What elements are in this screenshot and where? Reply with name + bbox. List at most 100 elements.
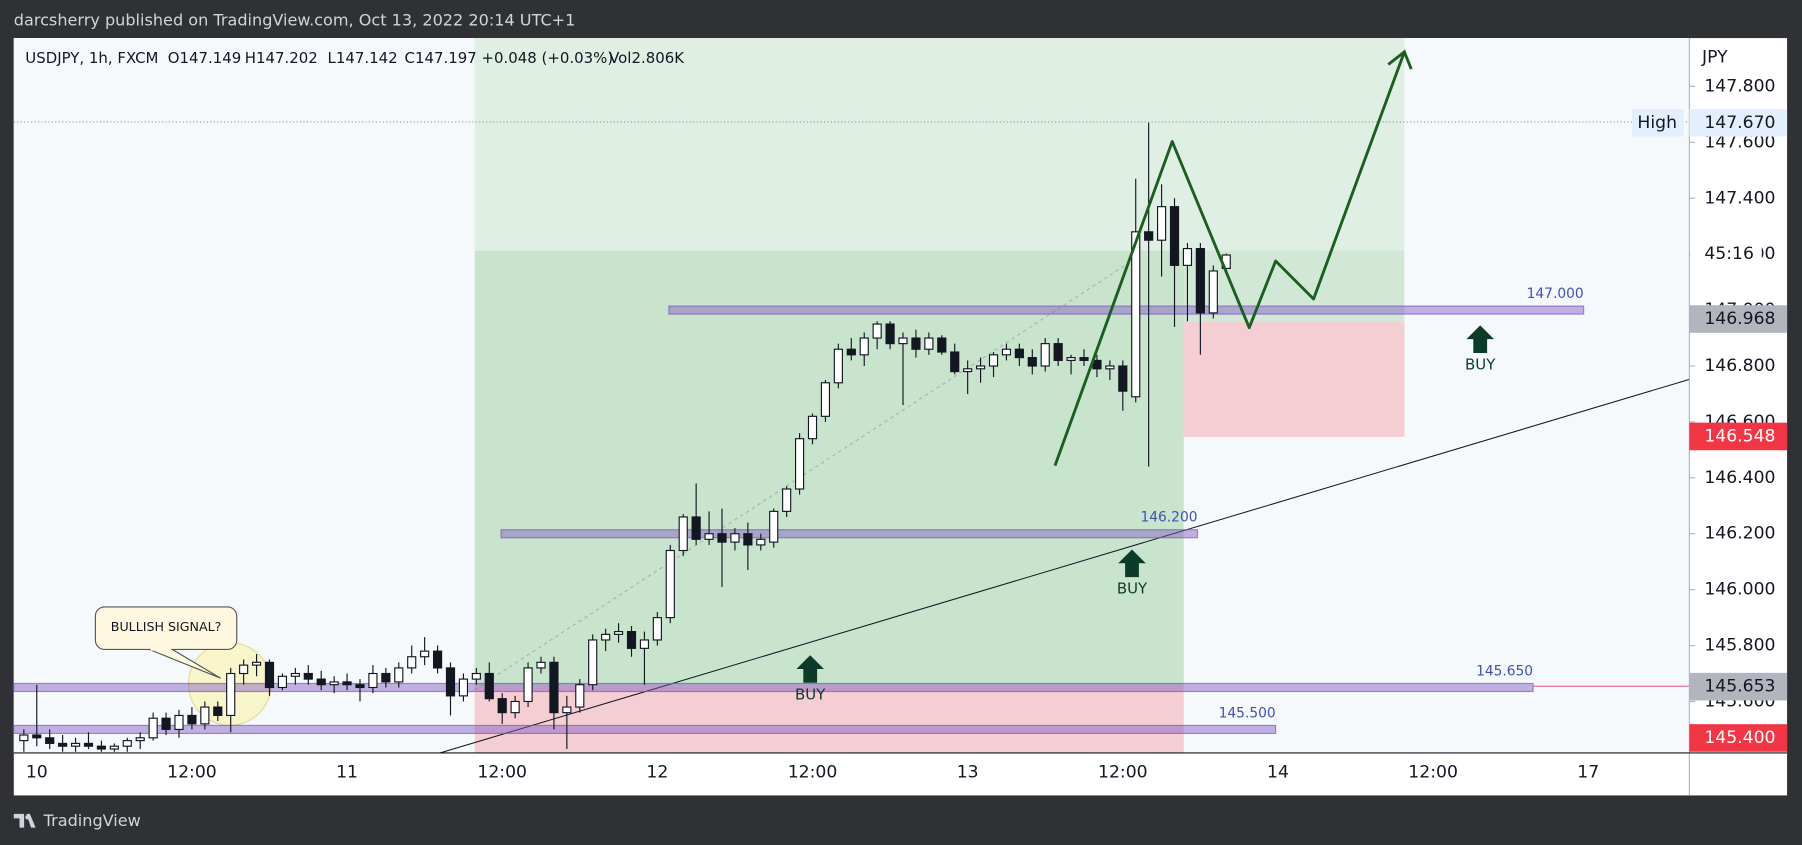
candle-body — [213, 706, 223, 717]
candle-body — [226, 672, 236, 717]
candle-body — [83, 742, 94, 747]
candle-body — [342, 681, 352, 686]
footer-logo: TradingView — [13, 811, 141, 830]
candle-body — [1079, 357, 1089, 361]
candle-body — [911, 337, 921, 350]
candle-body — [769, 510, 779, 543]
candle-body — [833, 348, 843, 384]
candle-body — [613, 631, 624, 635]
price-marker — [1689, 724, 1788, 752]
candle-body — [432, 650, 443, 669]
candle-body — [58, 742, 68, 747]
candle-body — [601, 633, 611, 641]
candle-body — [407, 656, 417, 669]
candle-body — [1144, 231, 1154, 241]
price-marker — [1689, 108, 1788, 137]
candle-body — [45, 737, 55, 744]
price-marker — [1689, 422, 1788, 451]
candle-body — [329, 681, 339, 686]
volume-label: Vol2.806K — [609, 49, 685, 67]
level-zone — [13, 724, 1277, 735]
y-tick-label: 146.400 — [1704, 468, 1775, 488]
candle-body — [316, 678, 326, 686]
target-zone — [474, 250, 1184, 687]
candle-body — [1208, 270, 1218, 314]
candle-body — [975, 365, 986, 370]
candle-body — [1105, 365, 1115, 370]
level-label: 147.000 — [1527, 286, 1584, 302]
price-marker-label: 147.670 — [1704, 113, 1775, 133]
candle-body — [239, 664, 249, 675]
x-tick-label: 12 — [646, 762, 668, 782]
x-tick-label: 12:00 — [1098, 762, 1148, 782]
candle-body — [678, 516, 688, 552]
candle-body — [484, 672, 494, 700]
x-tick-label: 14 — [1267, 762, 1289, 782]
candle-body — [381, 672, 391, 683]
candle-body — [148, 717, 158, 739]
callout-join — [150, 647, 172, 651]
target-zone — [474, 38, 1405, 251]
price-marker — [1689, 305, 1788, 333]
y-tick-label: 146.200 — [1704, 524, 1775, 544]
buy-label: BUY — [795, 685, 826, 703]
y-tick-label: 146.000 — [1704, 580, 1775, 600]
y-tick-label: 146.800 — [1704, 356, 1775, 376]
buy-arrow — [1466, 325, 1495, 353]
candle-body — [290, 672, 300, 677]
ohlc-label: O147.149 — [168, 49, 242, 67]
candle-body — [135, 737, 145, 742]
candle-body — [161, 717, 171, 730]
level-zone — [668, 305, 1585, 315]
x-tick-label: 12:00 — [477, 762, 527, 782]
candle-body — [1001, 348, 1012, 356]
candle-body — [187, 714, 197, 725]
candle-body — [264, 661, 275, 689]
ohlc-label: H147.202 — [245, 49, 318, 67]
candle-body — [872, 323, 882, 339]
candles — [19, 122, 1231, 752]
candle-body — [743, 533, 753, 546]
candle-body — [846, 348, 856, 356]
candle-body — [497, 698, 507, 714]
high-tag-box — [1631, 108, 1684, 137]
stop-zone — [1183, 321, 1405, 437]
candle-body — [859, 337, 869, 356]
candle-body — [1092, 359, 1102, 370]
candle-body — [950, 351, 960, 373]
candle-body — [1182, 248, 1193, 266]
price-markers: 45:16 147.670 146.968 146.548 145.653 145.400… — [1631, 108, 1788, 752]
candle-body — [1066, 357, 1076, 361]
candle-body — [1195, 248, 1205, 314]
candle-body — [1053, 343, 1063, 361]
candle-body — [988, 354, 999, 367]
y-tick-label: 147.400 — [1704, 188, 1775, 208]
candle-body — [355, 684, 365, 689]
candle-body — [19, 734, 29, 742]
time-axis: 10 12:00 11 12:00 12 12:00 13 12:00 14 12:00 17 — [26, 762, 1599, 782]
candle-body — [704, 533, 714, 540]
candle-body — [782, 488, 792, 512]
currency-label: JPY — [1701, 48, 1728, 68]
level-label: 145.500 — [1219, 705, 1276, 721]
target-zone — [1183, 250, 1405, 322]
y-tick-label: 147.600 — [1704, 132, 1775, 152]
candle-body — [807, 415, 818, 440]
level-label: 145.650 — [1476, 663, 1533, 679]
publish-header: darcsherry published on TradingView.com,… — [14, 10, 576, 29]
footer-text: TradingView — [43, 811, 141, 830]
plot: 147.000 146.200 145.650 145.500 BULLISH SIG… — [13, 38, 1690, 753]
candle-body — [924, 337, 934, 350]
projection-arrowhead — [1387, 49, 1413, 70]
x-tick-label: 12:00 — [167, 762, 217, 782]
candle-body — [536, 661, 546, 669]
buy-arrow — [796, 655, 825, 683]
candle-body — [96, 745, 107, 750]
candle-body — [730, 533, 740, 543]
countdown: 45:16 — [1704, 244, 1754, 264]
candle-body — [562, 706, 572, 714]
price-marker — [1689, 672, 1788, 701]
candle-body — [639, 639, 650, 649]
candle-body — [471, 672, 481, 680]
